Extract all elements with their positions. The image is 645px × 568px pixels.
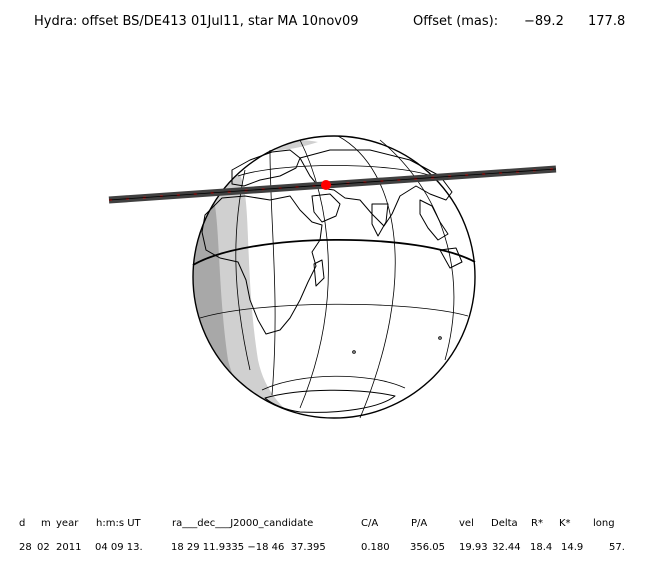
value-velocity: 19.93 — [459, 542, 488, 553]
latitude-line — [199, 303, 469, 319]
shadow-track-centerline — [108, 168, 557, 201]
offset-label: Offset (mas): — [413, 14, 499, 29]
meridian-line — [269, 149, 276, 396]
col-header-month: m — [41, 518, 51, 529]
asia-outline — [299, 149, 453, 227]
col-header-coordinates: ra___dec___J2000_candidate — [172, 518, 314, 529]
latitude-line — [261, 375, 406, 391]
plot-title: Hydra: offset BS/DE413 01Jul11, star MA … — [0, 14, 645, 32]
value-day: 28 — [19, 542, 32, 553]
offset-x-value: −89.2 — [524, 14, 564, 29]
title-text: Hydra: offset BS/DE413 01Jul11, star MA … — [34, 14, 359, 29]
col-header-long: long — [593, 518, 615, 529]
col-header-r-star: R* — [531, 518, 543, 529]
africa-outline — [201, 195, 323, 335]
island-dot — [438, 336, 442, 340]
island-dot — [352, 350, 356, 354]
col-header-k-star: K* — [559, 518, 571, 529]
col-header-velocity: vel — [459, 518, 474, 529]
col-header-ca: C/A — [361, 518, 379, 529]
globe-limb — [192, 135, 476, 419]
arabia-outline — [311, 193, 341, 223]
col-header-year: year — [56, 518, 79, 529]
value-pa: 356.05 — [410, 542, 445, 553]
islands-outline — [439, 247, 463, 269]
value-delta: 32.44 — [492, 542, 521, 553]
value-time: 04 09 13. — [95, 542, 143, 553]
madagascar-outline — [313, 259, 325, 287]
value-r-star: 18.4 — [530, 542, 553, 553]
value-ca: 0.180 — [361, 542, 390, 553]
value-coordinates: 18 29 11.9335 −18 46 37.395 — [171, 542, 326, 553]
value-long: 57. — [609, 542, 625, 553]
meridian-line — [337, 135, 396, 419]
value-year: 2011 — [56, 542, 82, 553]
offset-y-value: 177.8 — [588, 14, 626, 29]
col-header-delta: Delta — [491, 518, 518, 529]
value-k-star: 14.9 — [561, 542, 584, 553]
equator-line — [192, 238, 476, 266]
meridian-line — [299, 139, 329, 409]
col-header-day: d — [19, 518, 26, 529]
meridian-line — [379, 139, 455, 361]
col-header-time: h:m:s UT — [96, 518, 141, 529]
closest-approach-point — [321, 180, 331, 190]
col-header-pa: P/A — [411, 518, 428, 529]
latitude-line — [237, 165, 433, 177]
value-month: 02 — [37, 542, 50, 553]
india-outline — [371, 203, 389, 237]
southeast-asia-outline — [419, 199, 449, 241]
